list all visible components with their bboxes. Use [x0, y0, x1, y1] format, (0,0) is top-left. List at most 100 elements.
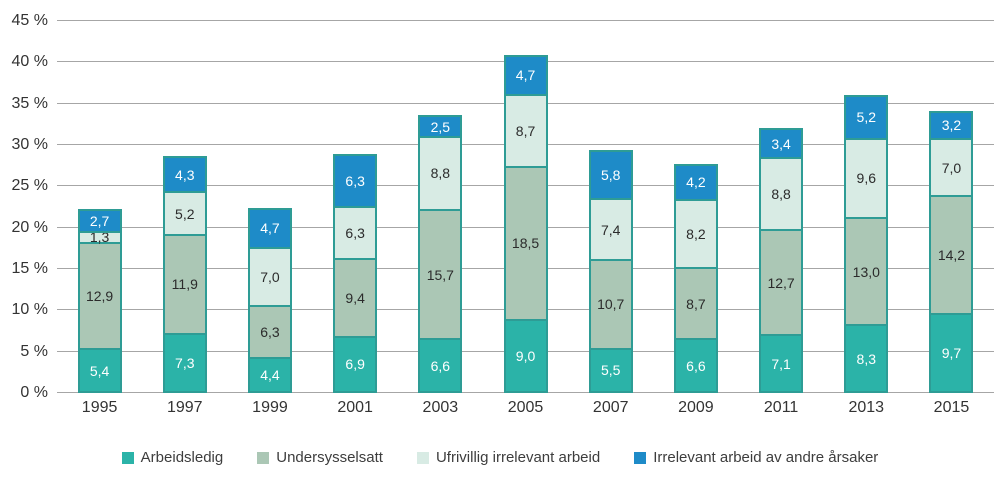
value-label: 7,1	[771, 355, 791, 372]
bar-segment-2013-arbeidsledig: 8,3	[844, 324, 889, 393]
value-label: 8,8	[430, 165, 451, 182]
value-label: 6,9	[345, 356, 365, 373]
value-label: 1,3	[89, 229, 110, 246]
value-label: 2,5	[430, 118, 451, 135]
value-label: 4,7	[515, 67, 536, 84]
bar-segment-1997-irrelevant-arbeid-av-andre-rsaker: 4,3	[162, 155, 207, 194]
value-label: 9,0	[515, 347, 536, 364]
x-tick-label-2009: 2009	[678, 399, 714, 416]
legend-label-arbeidsledig: Arbeidsledig	[140, 449, 224, 466]
bar-segment-2005-ufrivillig-irrelevant-arbeid: 8,7	[503, 93, 548, 168]
value-label: 10,7	[597, 296, 625, 313]
bar-segment-2011-arbeidsledig: 7,1	[759, 334, 804, 393]
bar-segment-2007-irrelevant-arbeid-av-andre-rsaker: 5,8	[588, 149, 633, 200]
bar-segment-2003-undersysselsatt: 15,7	[418, 208, 463, 341]
bar-segment-2011-ufrivillig-irrelevant-arbeid: 8,8	[759, 156, 804, 232]
value-label: 5,2	[175, 205, 195, 222]
bar-segment-2015-undersysselsatt: 14,2	[929, 195, 974, 315]
bar-slot-2013: 8,3 13,0 9,6 5,2	[824, 21, 909, 393]
value-label: 7,4	[600, 221, 621, 238]
bar-slot-1997: 7,3 11,9 5,2 4,3	[142, 21, 227, 393]
bar-slot-2015: 9,7 14,2 7,0 3,2	[909, 21, 994, 393]
bar-segment-2011-undersysselsatt: 12,7	[759, 229, 804, 337]
bar-slot-1995: 5,4 12,9 1,3 2,7	[57, 21, 142, 393]
bar-segment-1997-ufrivillig-irrelevant-arbeid: 5,2	[162, 191, 207, 237]
value-label: 4,7	[260, 220, 280, 237]
bar-segment-2003-irrelevant-arbeid-av-andre-rsaker: 2,5	[418, 115, 463, 138]
value-label: 7,0	[941, 159, 962, 176]
bar-slot-2005: 9,0 18,5 8,7 4,7	[483, 21, 568, 393]
value-label: 5,4	[89, 362, 110, 379]
bar-group-2009: 6,6 8,7 8,2 4,2	[673, 164, 718, 393]
bar-segment-2013-irrelevant-arbeid-av-andre-rsaker: 5,2	[844, 94, 889, 140]
bar-group-2015: 9,7 14,2 7,0 3,2	[929, 111, 974, 393]
bar-slot-2001: 6,9 9,4 6,3 6,3	[313, 21, 398, 393]
x-tick-label-2005: 2005	[507, 399, 544, 416]
value-label: 7,0	[260, 268, 280, 285]
bar-group-2001: 6,9 9,4 6,3 6,3	[333, 154, 378, 393]
bar-segment-1997-arbeidsledig: 7,3	[162, 332, 207, 393]
x-tick-label-1997: 1997	[166, 399, 203, 416]
y-tick-label-30: 30 %	[11, 136, 48, 153]
bar-segment-2001-undersysselsatt: 9,4	[333, 258, 378, 338]
plot-area: 5,4 12,9 1,3 2,7 7,3 11,9 5,2 4,3 4,4 6,3 7,0 4,7 6,…	[57, 20, 994, 393]
value-label: 5,5	[600, 362, 621, 379]
value-label: 12,7	[767, 274, 795, 291]
y-tick-label-40: 40 %	[11, 53, 48, 71]
bar-segment-2001-irrelevant-arbeid-av-andre-rsaker: 6,3	[333, 154, 378, 209]
value-label: 8,2	[686, 225, 706, 242]
bar-slot-1999: 4,4 6,3 7,0 4,7	[227, 21, 312, 393]
value-label: 3,2	[941, 117, 962, 134]
legend-label-undersysselsatt: Undersysselsatt	[276, 449, 383, 466]
value-label: 8,3	[856, 350, 877, 367]
legend: Arbeidsledig Undersysselsatt Ufrivillig ir…	[0, 449, 1000, 466]
value-label: 6,6	[430, 357, 451, 374]
bar-segment-1999-ufrivillig-irrelevant-arbeid: 7,0	[247, 246, 292, 307]
bar-group-1999: 4,4 6,3 7,0 4,7	[247, 207, 292, 393]
y-tick-label-10: 10 %	[11, 301, 48, 319]
bar-segment-1995-arbeidsledig: 5,4	[77, 348, 122, 393]
bar-group-2005: 9,0 18,5 8,7 4,7	[503, 54, 548, 393]
gridline-45	[57, 20, 994, 21]
bars-container: 5,4 12,9 1,3 2,7 7,3 11,9 5,2 4,3 4,4 6,3 7,0 4,7 6,…	[57, 21, 994, 393]
bar-segment-2001-arbeidsledig: 6,9	[333, 335, 378, 393]
bar-segment-2003-arbeidsledig: 6,6	[418, 338, 463, 393]
bar-segment-1999-arbeidsledig: 4,4	[247, 356, 292, 393]
legend-swatch-ufrivillig-irrelevant-arbeid	[416, 451, 429, 464]
legend-item-irrelevant-arbeid-av-andre-rsaker: Irrelevant arbeid av andre årsaker	[634, 449, 878, 466]
bar-group-1997: 7,3 11,9 5,2 4,3	[162, 155, 207, 393]
x-tick-label-2001: 2001	[337, 399, 373, 416]
legend-swatch-arbeidsledig	[121, 451, 134, 464]
bar-group-2013: 8,3 13,0 9,6 5,2	[844, 94, 889, 393]
value-label: 9,7	[941, 344, 962, 361]
bar-group-1995: 5,4 12,9 1,3 2,7	[77, 208, 122, 393]
y-tick-label-0: 0 %	[20, 384, 48, 401]
bar-slot-2011: 7,1 12,7 8,8 3,4	[739, 21, 824, 393]
bar-segment-2009-irrelevant-arbeid-av-andre-rsaker: 4,2	[673, 164, 718, 201]
y-tick-label-20: 20 %	[11, 218, 48, 236]
x-axis: 1995 1997 1999 2001 2003 2005 2007 2009 2011 2013…	[57, 399, 994, 417]
value-label: 14,2	[937, 247, 966, 264]
legend-item-undersysselsatt: Undersysselsatt	[257, 449, 383, 466]
value-label: 3,4	[771, 135, 791, 152]
value-label: 2,7	[89, 212, 110, 229]
bar-segment-2015-arbeidsledig: 9,7	[929, 312, 974, 393]
bar-segment-1997-undersysselsatt: 11,9	[162, 234, 207, 335]
value-label: 9,4	[345, 290, 365, 307]
bar-slot-2007: 5,5 10,7 7,4 5,8	[568, 21, 653, 393]
value-label: 12,9	[85, 288, 114, 305]
value-label: 5,2	[856, 109, 877, 126]
bar-segment-2009-ufrivillig-irrelevant-arbeid: 8,2	[673, 198, 718, 269]
y-axis: 0 % 5 % 10 % 15 % 20 % 25 % 30 % 35 % 40 % 45 %	[0, 12, 48, 401]
bar-segment-2001-ufrivillig-irrelevant-arbeid: 6,3	[333, 206, 378, 261]
x-tick-label-2015: 2015	[933, 399, 970, 416]
value-label: 5,8	[600, 166, 621, 183]
bar-segment-1995-irrelevant-arbeid-av-andre-rsaker: 2,7	[77, 208, 122, 233]
legend-label-irrelevant-arbeid-av-andre-rsaker: Irrelevant arbeid av andre årsaker	[653, 449, 879, 466]
x-tick-label-1995: 1995	[81, 399, 118, 416]
bar-segment-2009-arbeidsledig: 6,6	[673, 338, 718, 393]
bar-segment-2011-irrelevant-arbeid-av-andre-rsaker: 3,4	[759, 128, 804, 159]
value-label: 15,7	[426, 266, 454, 283]
y-tick-label-45: 45 %	[11, 12, 48, 29]
